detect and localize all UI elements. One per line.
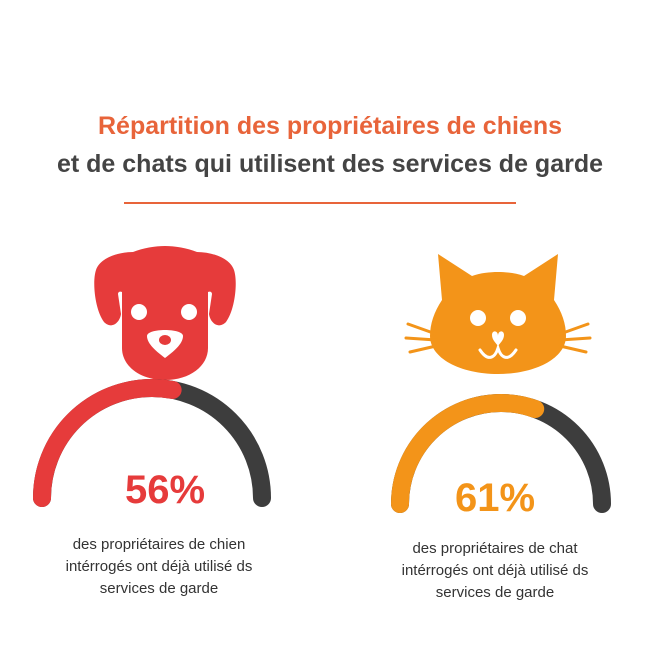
chart-title-line1: Répartition des propriétaires de chiens: [97, 112, 562, 140]
cat-icon: [404, 254, 592, 374]
dog-caption-line-1: des propriétaires de chien: [72, 536, 246, 553]
dog-icon: [94, 246, 236, 380]
cat-caption-line-2: intérrogés ont déjà utilisé ds: [401, 562, 589, 579]
dog-caption: des propriétaires de chien intérrogés on…: [0, 534, 324, 600]
cat-caption-line-3: services de garde: [435, 584, 555, 601]
dog-nose: [159, 335, 171, 345]
cat-caption: des propriétaires de chat intérrogés ont…: [330, 538, 660, 604]
cat-head-shape: [430, 254, 566, 374]
dog-eye-left: [131, 304, 147, 320]
title-divider: [124, 202, 516, 204]
cat-mouth: [478, 342, 518, 359]
chart-title-line2: et de chats qui utilisent des services d…: [56, 150, 604, 178]
dog-caption-line-3: services de garde: [99, 580, 219, 597]
cat-whiskers: [404, 322, 592, 354]
dog-gauge-fill: [33, 379, 182, 507]
cat-nose: [492, 331, 504, 346]
dog-value-label: 56%: [124, 468, 206, 512]
cat-value-label: 61%: [454, 476, 536, 520]
dog-head-shape: [94, 246, 236, 380]
cat-gauge-fill: [391, 394, 545, 513]
dog-eye-right: [181, 304, 197, 320]
dog-panel: 56% des propriétaires de chien intérrogé…: [0, 240, 330, 640]
cat-gauge-svg: [391, 254, 611, 513]
cat-eye-left: [470, 310, 486, 326]
cat-eye-right: [510, 310, 526, 326]
dog-caption-line-2: intérrogés ont déjà utilisé ds: [65, 558, 253, 575]
dog-gauge-svg: [33, 246, 271, 507]
cat-caption-line-1: des propriétaires de chat: [412, 540, 578, 557]
cat-panel: 61% des propriétaires de chat intérrogés…: [330, 240, 660, 640]
